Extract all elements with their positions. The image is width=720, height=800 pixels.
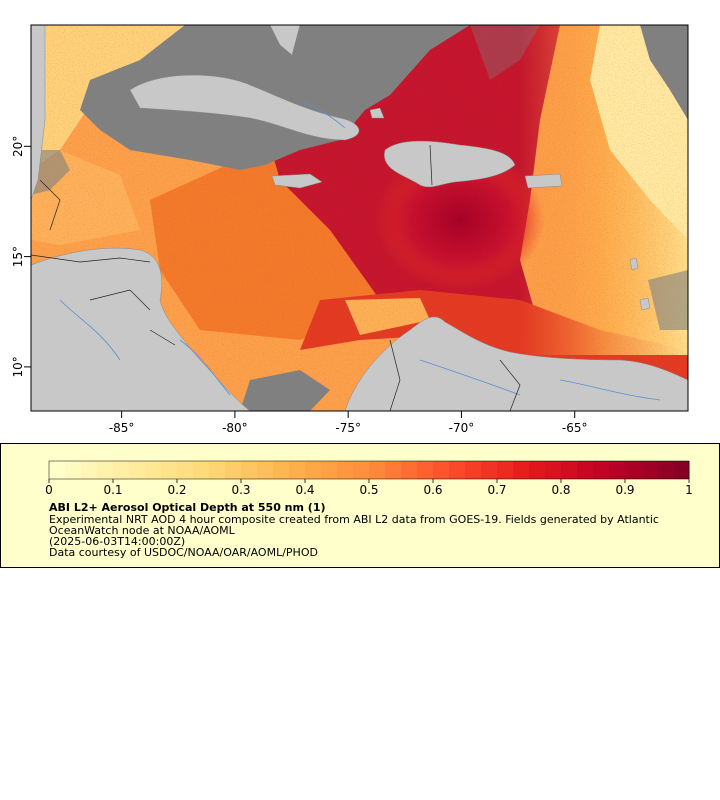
colorbar-blocks	[49, 461, 690, 479]
lon-tick-label: -65°	[562, 421, 588, 435]
colorbar-block	[529, 461, 546, 479]
colorbar-block	[129, 461, 146, 479]
rivers	[59, 99, 661, 401]
colorbar-tick-label: 0.9	[615, 483, 634, 497]
colorbar-block	[465, 461, 482, 479]
colorbar-block	[113, 461, 130, 479]
colorbar-tick-label: 0	[45, 483, 53, 497]
colorbar-block	[545, 461, 562, 479]
colorbar-block	[257, 461, 274, 479]
land-bahamas	[269, 25, 385, 119]
colorbar-block	[673, 461, 690, 479]
colorbar-block	[305, 461, 322, 479]
lat-tick-label: 20°	[11, 136, 25, 157]
land-hispaniola	[384, 140, 516, 188]
land-antilles	[629, 257, 651, 311]
colorbar-block	[65, 461, 82, 479]
land-south-america	[344, 316, 688, 411]
colorbar-block	[353, 461, 370, 479]
lat-tick-label: 10°	[11, 356, 25, 377]
colorbar-tick-label: 0.5	[359, 483, 378, 497]
colorbar-block	[49, 461, 66, 479]
legend-date: (2025-06-03T14:00:00Z)	[49, 535, 186, 548]
colorbar-block	[433, 461, 450, 479]
legend-panel: 0 0.1 0.2 0.3 0.4 0.5 0.6 0.7 0.8 0.9 1 ABI L2+ Ae…	[0, 443, 720, 568]
colorbar-block	[417, 461, 434, 479]
colorbar-block	[145, 461, 162, 479]
lat-axis: 20° 15° 10°	[11, 136, 31, 378]
colorbar-block	[273, 461, 290, 479]
lon-axis: -85° -80° -75° -70° -65°	[109, 411, 588, 435]
colorbar-tick-label: 0.8	[551, 483, 570, 497]
colorbar-ticks: 0 0.1 0.2 0.3 0.4 0.5 0.6 0.7 0.8 0.9 1	[45, 479, 693, 497]
land-jamaica	[271, 173, 323, 189]
colorbar-block	[657, 461, 674, 479]
land-central-america	[31, 247, 251, 411]
colorbar-tick-label: 1	[685, 483, 693, 497]
colorbar-block	[385, 461, 402, 479]
colorbar-block	[401, 461, 418, 479]
aod-map: -85° -80° -75° -70° -65° 20° 15° 10°	[11, 24, 689, 435]
colorbar-tick-label: 0.4	[295, 483, 314, 497]
land-puerto-rico	[524, 173, 563, 189]
colorbar-block	[641, 461, 658, 479]
colorbar-block	[609, 461, 626, 479]
colorbar-block	[321, 461, 338, 479]
colorbar-block	[337, 461, 354, 479]
lat-tick-label: 15°	[11, 246, 25, 267]
colorbar-block	[177, 461, 194, 479]
map-frame	[30, 24, 689, 412]
borders	[31, 144, 521, 411]
colorbar-block	[369, 461, 386, 479]
colorbar: 0 0.1 0.2 0.3 0.4 0.5 0.6 0.7 0.8 0.9 1	[45, 460, 693, 497]
colorbar-block	[513, 461, 530, 479]
map-svg: -85° -80° -75° -70° -65° 20° 15° 10°	[11, 24, 689, 435]
lon-tick-label: -70°	[449, 421, 475, 435]
colorbar-tick-label: 0.3	[231, 483, 250, 497]
colorbar-block	[289, 461, 306, 479]
colorbar-block	[593, 461, 610, 479]
lon-tick-label: -75°	[335, 421, 361, 435]
colorbar-tick-label: 0.6	[423, 483, 442, 497]
colorbar-block	[577, 461, 594, 479]
land-cuba	[129, 74, 360, 141]
colorbar-block	[449, 461, 466, 479]
lon-tick-label: -85°	[109, 421, 135, 435]
colorbar-block	[497, 461, 514, 479]
colorbar-block	[97, 461, 114, 479]
colorbar-block	[193, 461, 210, 479]
colorbar-tick-label: 0.2	[167, 483, 186, 497]
colorbar-tick-label: 0.1	[103, 483, 122, 497]
lon-tick-label: -80°	[222, 421, 248, 435]
colorbar-tick-label: 0.7	[487, 483, 506, 497]
colorbar-block	[241, 461, 258, 479]
legend-title: ABI L2+ Aerosol Optical Depth at 550 nm …	[49, 501, 326, 514]
land-yucatan	[31, 25, 46, 201]
land-masses	[31, 25, 688, 411]
legend-credit: Data courtesy of USDOC/NOAA/OAR/AOML/PHO…	[49, 546, 318, 559]
colorbar-block	[225, 461, 242, 479]
colorbar-block	[625, 461, 642, 479]
colorbar-block	[481, 461, 498, 479]
legend-description: Experimental NRT AOD 4 hour composite cr…	[49, 513, 659, 537]
colorbar-block	[81, 461, 98, 479]
colorbar-block	[161, 461, 178, 479]
colorbar-block	[561, 461, 578, 479]
colorbar-block	[209, 461, 226, 479]
